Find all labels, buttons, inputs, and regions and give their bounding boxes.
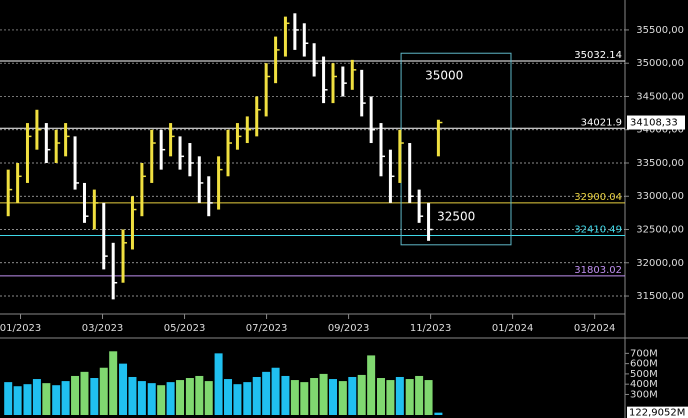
- volume-bar: [243, 382, 252, 415]
- volume-bar: [329, 379, 338, 415]
- x-tick-label: 11/2023: [410, 323, 452, 334]
- last-volume-box: [627, 406, 688, 418]
- volume-tick-label: 500M: [630, 369, 658, 380]
- volume-bar: [185, 378, 194, 415]
- x-tick-label: 03/2023: [82, 323, 124, 334]
- volume-tick-label: 400M: [630, 379, 658, 390]
- y-tick-label: 34500,00: [636, 91, 684, 102]
- last-price-box: [627, 115, 685, 130]
- volume-bar: [195, 375, 204, 415]
- volume-bar: [157, 385, 166, 415]
- level-label: 32410.49: [574, 224, 622, 235]
- volume-bar: [166, 382, 175, 415]
- y-tick-label: 32000,00: [636, 258, 684, 269]
- x-tick-label: 09/2023: [328, 323, 370, 334]
- volume-bar: [271, 367, 280, 415]
- volume-bar: [23, 384, 32, 415]
- y-tick-label: 32500,00: [636, 225, 684, 236]
- volume-bar: [319, 373, 328, 415]
- level-label: 35032.14: [574, 50, 622, 61]
- volume-tick-label: 600M: [630, 359, 658, 370]
- volume-bar: [52, 385, 61, 415]
- volume-bar: [290, 380, 299, 415]
- volume-bar: [233, 384, 242, 415]
- volume-bar: [90, 378, 99, 415]
- volume-bar: [415, 375, 424, 415]
- volume-bar: [395, 376, 404, 415]
- volume-bar: [61, 381, 70, 415]
- volume-bar: [147, 383, 156, 415]
- y-tick-label: 35000,00: [636, 58, 684, 69]
- volume-bar: [367, 355, 376, 415]
- volume-bar: [204, 381, 213, 415]
- volume-bar: [4, 382, 13, 415]
- x-tick-label: 07/2023: [246, 323, 288, 334]
- volume-tick-label: 700M: [630, 348, 658, 359]
- y-tick-label: 33500,00: [636, 158, 684, 169]
- x-tick-label: 05/2023: [164, 323, 206, 334]
- volume-bar: [262, 371, 271, 415]
- volume-bar: [224, 379, 233, 415]
- volume-bar: [214, 353, 223, 415]
- volume-bar: [109, 351, 118, 415]
- level-label: 34021.9: [581, 117, 622, 128]
- y-tick-label: 31500,00: [636, 291, 684, 302]
- volume-bar: [357, 374, 366, 415]
- volume-bar: [348, 376, 357, 415]
- y-tick-label: 34000,00: [636, 125, 684, 136]
- volume-bar: [386, 380, 395, 415]
- y-tick-label: 33000,00: [636, 191, 684, 202]
- x-tick-label: 03/2024: [574, 323, 616, 334]
- y-tick-label: 35500,00: [636, 25, 684, 36]
- volume-bar: [405, 379, 414, 415]
- last-volume-label: 122,9052M: [629, 408, 685, 418]
- x-tick-label: 01/2024: [492, 323, 534, 334]
- volume-bar: [99, 367, 108, 415]
- volume-bar: [252, 376, 261, 415]
- volume-bar: [71, 375, 80, 415]
- volume-tick-label: 300M: [630, 389, 658, 400]
- volume-bar: [42, 383, 51, 415]
- volume-bar: [13, 386, 22, 415]
- level-label: 32900.04: [574, 192, 622, 203]
- volume-bar: [281, 375, 290, 415]
- annotation-label: 35000: [425, 69, 463, 83]
- level-label: 31803.02: [574, 265, 622, 276]
- last-price-label: 34108,33: [630, 118, 678, 129]
- volume-bar: [128, 376, 137, 415]
- volume-bar: [176, 380, 185, 415]
- volume-bar: [80, 371, 89, 415]
- volume-bar: [434, 412, 443, 415]
- annotation-label: 32500: [437, 209, 475, 223]
- x-tick-label: 01/2023: [0, 323, 41, 334]
- volume-bar: [338, 381, 347, 415]
- volume-bar: [32, 379, 41, 415]
- volume-bar: [137, 381, 146, 415]
- volume-bar: [119, 363, 128, 415]
- volume-bar: [424, 380, 433, 415]
- volume-bar: [300, 382, 309, 415]
- volume-bar: [310, 378, 319, 415]
- volume-bar: [376, 378, 385, 415]
